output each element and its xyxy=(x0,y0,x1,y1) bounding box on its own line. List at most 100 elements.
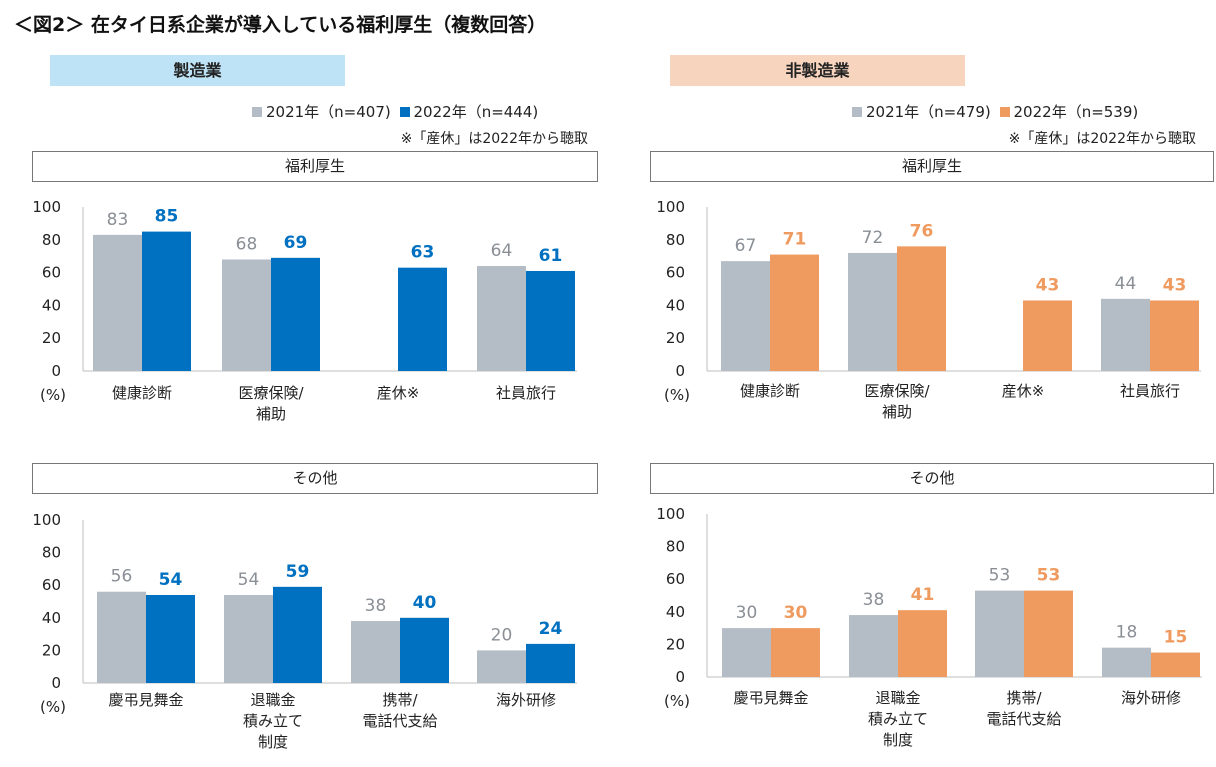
category-label: 携帯/ xyxy=(1006,689,1042,707)
bar-2021 xyxy=(1102,647,1151,677)
bar-2022 xyxy=(146,594,195,683)
data-label-2022: 24 xyxy=(539,619,563,639)
data-label-2022: 61 xyxy=(539,246,563,266)
category-label: 携帯/ xyxy=(382,691,418,709)
y-tick-label: 0 xyxy=(51,674,61,692)
y-tick-label: 20 xyxy=(666,635,685,653)
bar-2022 xyxy=(1024,590,1073,677)
y-tick-label: 60 xyxy=(42,576,61,594)
category-label: 退職金 xyxy=(250,691,295,709)
category-label: 補助 xyxy=(256,405,286,423)
y-tick-label: 60 xyxy=(42,264,61,282)
data-label-2022: 71 xyxy=(783,230,807,250)
data-label-2022: 15 xyxy=(1164,628,1188,648)
y-tick-label: 0 xyxy=(51,362,61,380)
legend-label-2021: 2021年（n=407) xyxy=(266,103,391,121)
y-tick-label: 0 xyxy=(675,668,685,686)
legend-swatch-2021 xyxy=(852,107,862,117)
category-label: 電話代支給 xyxy=(362,712,437,730)
nonmanufacturing-band: 非製造業 xyxy=(670,55,965,86)
bar-2021 xyxy=(721,261,770,371)
unit-label: (%) xyxy=(40,386,66,404)
bar-2021 xyxy=(477,650,526,683)
bar-2021 xyxy=(477,266,526,371)
data-label-2021: 30 xyxy=(736,603,758,623)
category-label: 産休※ xyxy=(1002,382,1045,400)
figure-title: ＜図2＞ 在タイ日系企業が導入している福利厚生（複数回答） xyxy=(14,14,547,36)
data-label-2021: 38 xyxy=(863,590,885,610)
legend-swatch-2022 xyxy=(999,107,1010,117)
data-label-2022: 63 xyxy=(411,243,435,263)
y-tick-label: 80 xyxy=(666,231,685,249)
data-label-2021: 64 xyxy=(491,241,513,261)
data-label-2021: 44 xyxy=(1115,274,1137,294)
y-tick-label: 80 xyxy=(666,538,685,556)
data-label-2021: 68 xyxy=(236,234,258,254)
bar-2022 xyxy=(770,254,819,371)
data-label-2022: 76 xyxy=(910,221,934,241)
unit-label: (%) xyxy=(664,386,690,404)
y-tick-label: 20 xyxy=(666,329,685,347)
bar-2022 xyxy=(273,586,322,683)
bar-2021 xyxy=(222,259,271,371)
y-tick-label: 80 xyxy=(42,231,61,249)
y-tick-label: 80 xyxy=(42,544,61,562)
data-label-2021: 53 xyxy=(989,566,1011,586)
bar-2021 xyxy=(1101,298,1150,371)
category-label: 補助 xyxy=(882,403,912,421)
legend-label-2022: 2022年（n=539) xyxy=(1013,103,1139,121)
data-label-2022: 43 xyxy=(1036,275,1060,295)
y-tick-label: 40 xyxy=(666,296,685,314)
legend-label-2022: 2022年（n=444) xyxy=(413,103,539,121)
data-label-2022: 54 xyxy=(159,570,183,590)
category-label: 積み立て xyxy=(868,710,928,728)
y-tick-label: 20 xyxy=(42,329,61,347)
nonmfg-other-header: その他 xyxy=(650,463,1214,494)
data-label-2021: 20 xyxy=(491,625,513,645)
category-label: 制度 xyxy=(258,733,288,751)
data-label-2021: 67 xyxy=(735,236,757,256)
nonmanufacturing-legend: 2021年（n=479) 2022年（n=539) xyxy=(848,101,1138,122)
bar-2022 xyxy=(398,267,447,371)
bar-2022 xyxy=(897,246,946,371)
category-label: 産休※ xyxy=(377,384,420,402)
data-label-2022: 30 xyxy=(784,603,808,623)
bar-2022 xyxy=(1023,300,1072,371)
data-label-2022: 40 xyxy=(413,593,437,613)
data-label-2021: 83 xyxy=(107,210,129,230)
category-label: 健康診断 xyxy=(740,382,800,400)
bar-2021 xyxy=(224,594,273,683)
y-tick-label: 40 xyxy=(42,609,61,627)
bar-2022 xyxy=(898,610,947,677)
bar-2021 xyxy=(722,628,771,677)
bar-2021 xyxy=(97,591,146,683)
bar-2021 xyxy=(849,615,898,677)
category-label: 退職金 xyxy=(875,689,920,707)
bar-2022 xyxy=(771,628,820,677)
y-tick-label: 100 xyxy=(656,505,685,523)
category-label: 医療保険/ xyxy=(864,382,930,400)
y-tick-label: 60 xyxy=(666,264,685,282)
manufacturing-note: ※「産休」は2022年から聴取 xyxy=(400,131,588,147)
bar-2021 xyxy=(351,621,400,683)
bar-2022 xyxy=(1150,300,1199,371)
legend-label-2021: 2021年（n=479) xyxy=(866,103,991,121)
unit-label: (%) xyxy=(664,692,690,710)
category-label: 積み立て xyxy=(243,712,303,730)
data-label-2022: 43 xyxy=(1163,275,1187,295)
bar-2021 xyxy=(848,252,897,371)
category-label: 制度 xyxy=(883,731,913,749)
bar-2022 xyxy=(271,257,320,371)
category-label: 慶弔見舞金 xyxy=(108,691,183,709)
data-label-2022: 41 xyxy=(911,585,935,605)
nonmfg-benefits-header: 福利厚生 xyxy=(650,151,1214,182)
category-label: 慶弔見舞金 xyxy=(733,689,808,707)
bar-2021 xyxy=(93,234,142,371)
category-label: 社員旅行 xyxy=(1120,382,1180,400)
bar-2022 xyxy=(1151,652,1200,677)
data-label-2022: 85 xyxy=(155,207,179,227)
mfg-other-header: その他 xyxy=(32,463,598,494)
y-tick-label: 100 xyxy=(656,198,685,216)
legend-swatch-2021 xyxy=(252,107,262,117)
bar-2021 xyxy=(975,590,1024,677)
